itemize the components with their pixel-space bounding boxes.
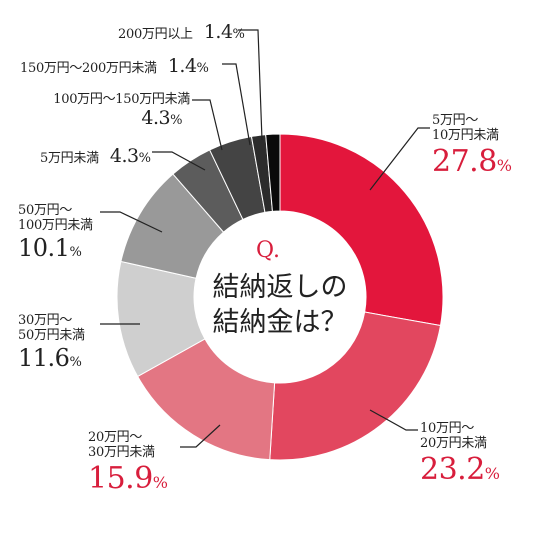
- slice-2-value: 15.9%: [88, 461, 168, 496]
- slice-4-value: 10.1%: [18, 234, 93, 262]
- slice-5-unit: %: [138, 151, 151, 166]
- slice-6-value: 4.3%: [30, 107, 182, 129]
- slice-7-category: 150万円～200万円未満: [20, 61, 157, 76]
- slice-5-value-number: 4.3: [109, 145, 139, 167]
- label-slice-4: 50万円～ 100万円未満 10.1%: [18, 203, 93, 262]
- slice-0-value-number: 27.8: [432, 143, 497, 179]
- slice-5-value: 4.3%: [110, 145, 151, 167]
- slice-7-value: 1.4%: [168, 55, 209, 77]
- label-slice-8: 200万円以上 1.4%: [118, 21, 245, 43]
- slice-5-category: 5万円未満: [40, 151, 99, 166]
- chart-title: 結納返しの 結納金は？: [212, 272, 348, 339]
- slice-2-value-number: 15.9: [88, 460, 153, 496]
- slice-6-unit: %: [170, 113, 182, 129]
- slice-3-value-number: 11.6: [18, 343, 70, 372]
- slice-6-value-number: 4.3: [141, 107, 171, 130]
- slice-4-unit: %: [69, 244, 82, 260]
- slice-7-value-number: 1.4: [167, 55, 197, 77]
- slice-4-value-number: 10.1: [18, 233, 70, 262]
- leader-line-4: [100, 211, 163, 233]
- slice-8-value-number: 1.4: [203, 21, 233, 43]
- slice-1-value-number: 23.2: [420, 451, 485, 487]
- slice-1-unit: %: [484, 463, 500, 483]
- slice-8-category: 200万円以上: [118, 27, 193, 42]
- slice-8-value: 1.4%: [204, 21, 245, 43]
- donut-slices: [116, 133, 444, 461]
- slice-8-unit: %: [232, 27, 245, 42]
- slice-1-value: 23.2%: [420, 452, 500, 487]
- label-slice-2: 20万円～ 30万円未満 15.9%: [88, 430, 168, 496]
- leader-line-8: [238, 29, 263, 141]
- label-slice-3: 30万円～ 50万円未満 11.6%: [18, 313, 85, 372]
- label-slice-5: 5万円未満 4.3%: [40, 145, 151, 167]
- leader-line-6: [192, 99, 223, 151]
- leader-line-0: [369, 127, 430, 191]
- slice-0: [279, 133, 444, 327]
- slice-6-category: 100万円～150万円未満: [53, 92, 190, 107]
- leader-line-1: [369, 409, 418, 431]
- slice-0-category: 5万円～ 10万円未満: [432, 113, 499, 144]
- leader-lines: [100, 29, 430, 448]
- slice-3-category: 30万円～ 50万円未満: [18, 313, 85, 344]
- center-question-mark: Q.: [256, 238, 280, 263]
- label-slice-7: 150万円～200万円未満 1.4%: [20, 55, 209, 77]
- leader-line-2: [180, 424, 221, 448]
- slice-3-unit: %: [69, 354, 82, 370]
- slice-3-value: 11.6%: [18, 344, 85, 372]
- slice-4-category: 50万円～ 100万円未満: [18, 203, 93, 234]
- slice-1-category: 10万円～ 20万円未満: [420, 421, 487, 452]
- leader-line-7: [222, 63, 251, 146]
- slice-0-unit: %: [496, 155, 512, 175]
- slice-7-unit: %: [196, 61, 209, 76]
- slice-2-category: 20万円～ 30万円未満: [88, 430, 155, 461]
- leader-line-5: [152, 151, 206, 171]
- label-slice-0: 5万円～ 10万円未満 27.8%: [432, 113, 512, 179]
- slice-1: [269, 311, 442, 461]
- slice-2-unit: %: [152, 472, 168, 492]
- label-slice-1: 10万円～ 20万円未満 23.2%: [420, 421, 500, 487]
- slice-0-value: 27.8%: [432, 144, 512, 179]
- label-slice-6: 100万円～150万円未満 4.3%: [30, 92, 190, 130]
- slice-8: [265, 133, 281, 212]
